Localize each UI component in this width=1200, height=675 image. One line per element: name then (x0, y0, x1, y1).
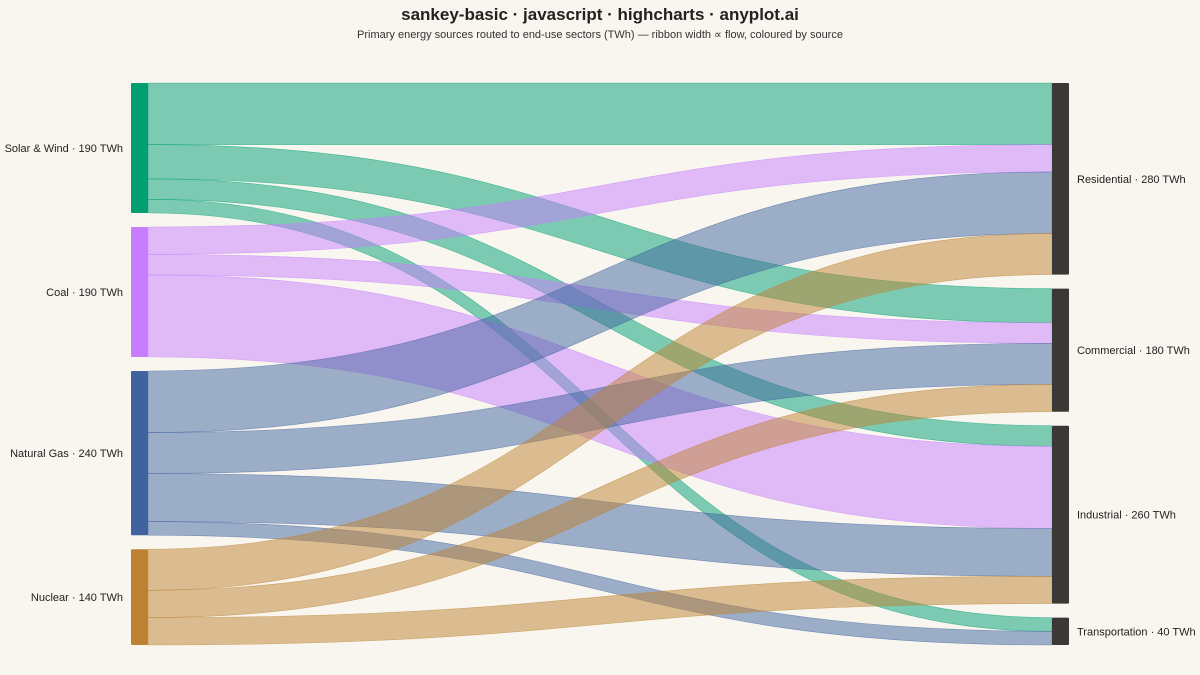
node-natural_gas[interactable] (131, 371, 148, 536)
chart-subtitle: Primary energy sources routed to end-use… (357, 29, 843, 41)
node-label-natural_gas: Natural Gas · 240 TWh (10, 448, 123, 460)
node-transportation[interactable] (1052, 617, 1069, 645)
link-solar_wind-to-residential[interactable] (147, 82, 1053, 145)
node-label-coal: Coal · 190 TWh (46, 287, 123, 299)
node-industrial[interactable] (1052, 425, 1069, 604)
node-nuclear[interactable] (131, 549, 148, 645)
node-commercial[interactable] (1052, 288, 1069, 412)
node-label-transportation: Transportation · 40 TWh (1077, 626, 1196, 638)
link-nuclear-to-residential[interactable] (147, 233, 1053, 591)
node-label-residential: Residential · 280 TWh (1077, 174, 1186, 186)
chart-title: sankey-basic · javascript · highcharts ·… (401, 5, 799, 24)
link-nuclear-to-commercial[interactable] (147, 384, 1053, 618)
node-coal[interactable] (131, 227, 148, 357)
node-label-commercial: Commercial · 180 TWh (1077, 345, 1190, 357)
node-solar_wind[interactable] (131, 83, 148, 213)
nodes-layer (131, 83, 1069, 645)
link-nuclear-to-industrial[interactable] (147, 575, 1053, 646)
node-label-solar_wind: Solar & Wind · 190 TWh (5, 143, 123, 155)
node-label-industrial: Industrial · 260 TWh (1077, 510, 1176, 522)
labels-layer: Solar & Wind · 190 TWh Coal · 190 TWh Natu… (5, 143, 1196, 638)
node-residential[interactable] (1052, 83, 1069, 275)
node-label-nuclear: Nuclear · 140 TWh (31, 592, 123, 604)
links-layer (147, 82, 1053, 646)
